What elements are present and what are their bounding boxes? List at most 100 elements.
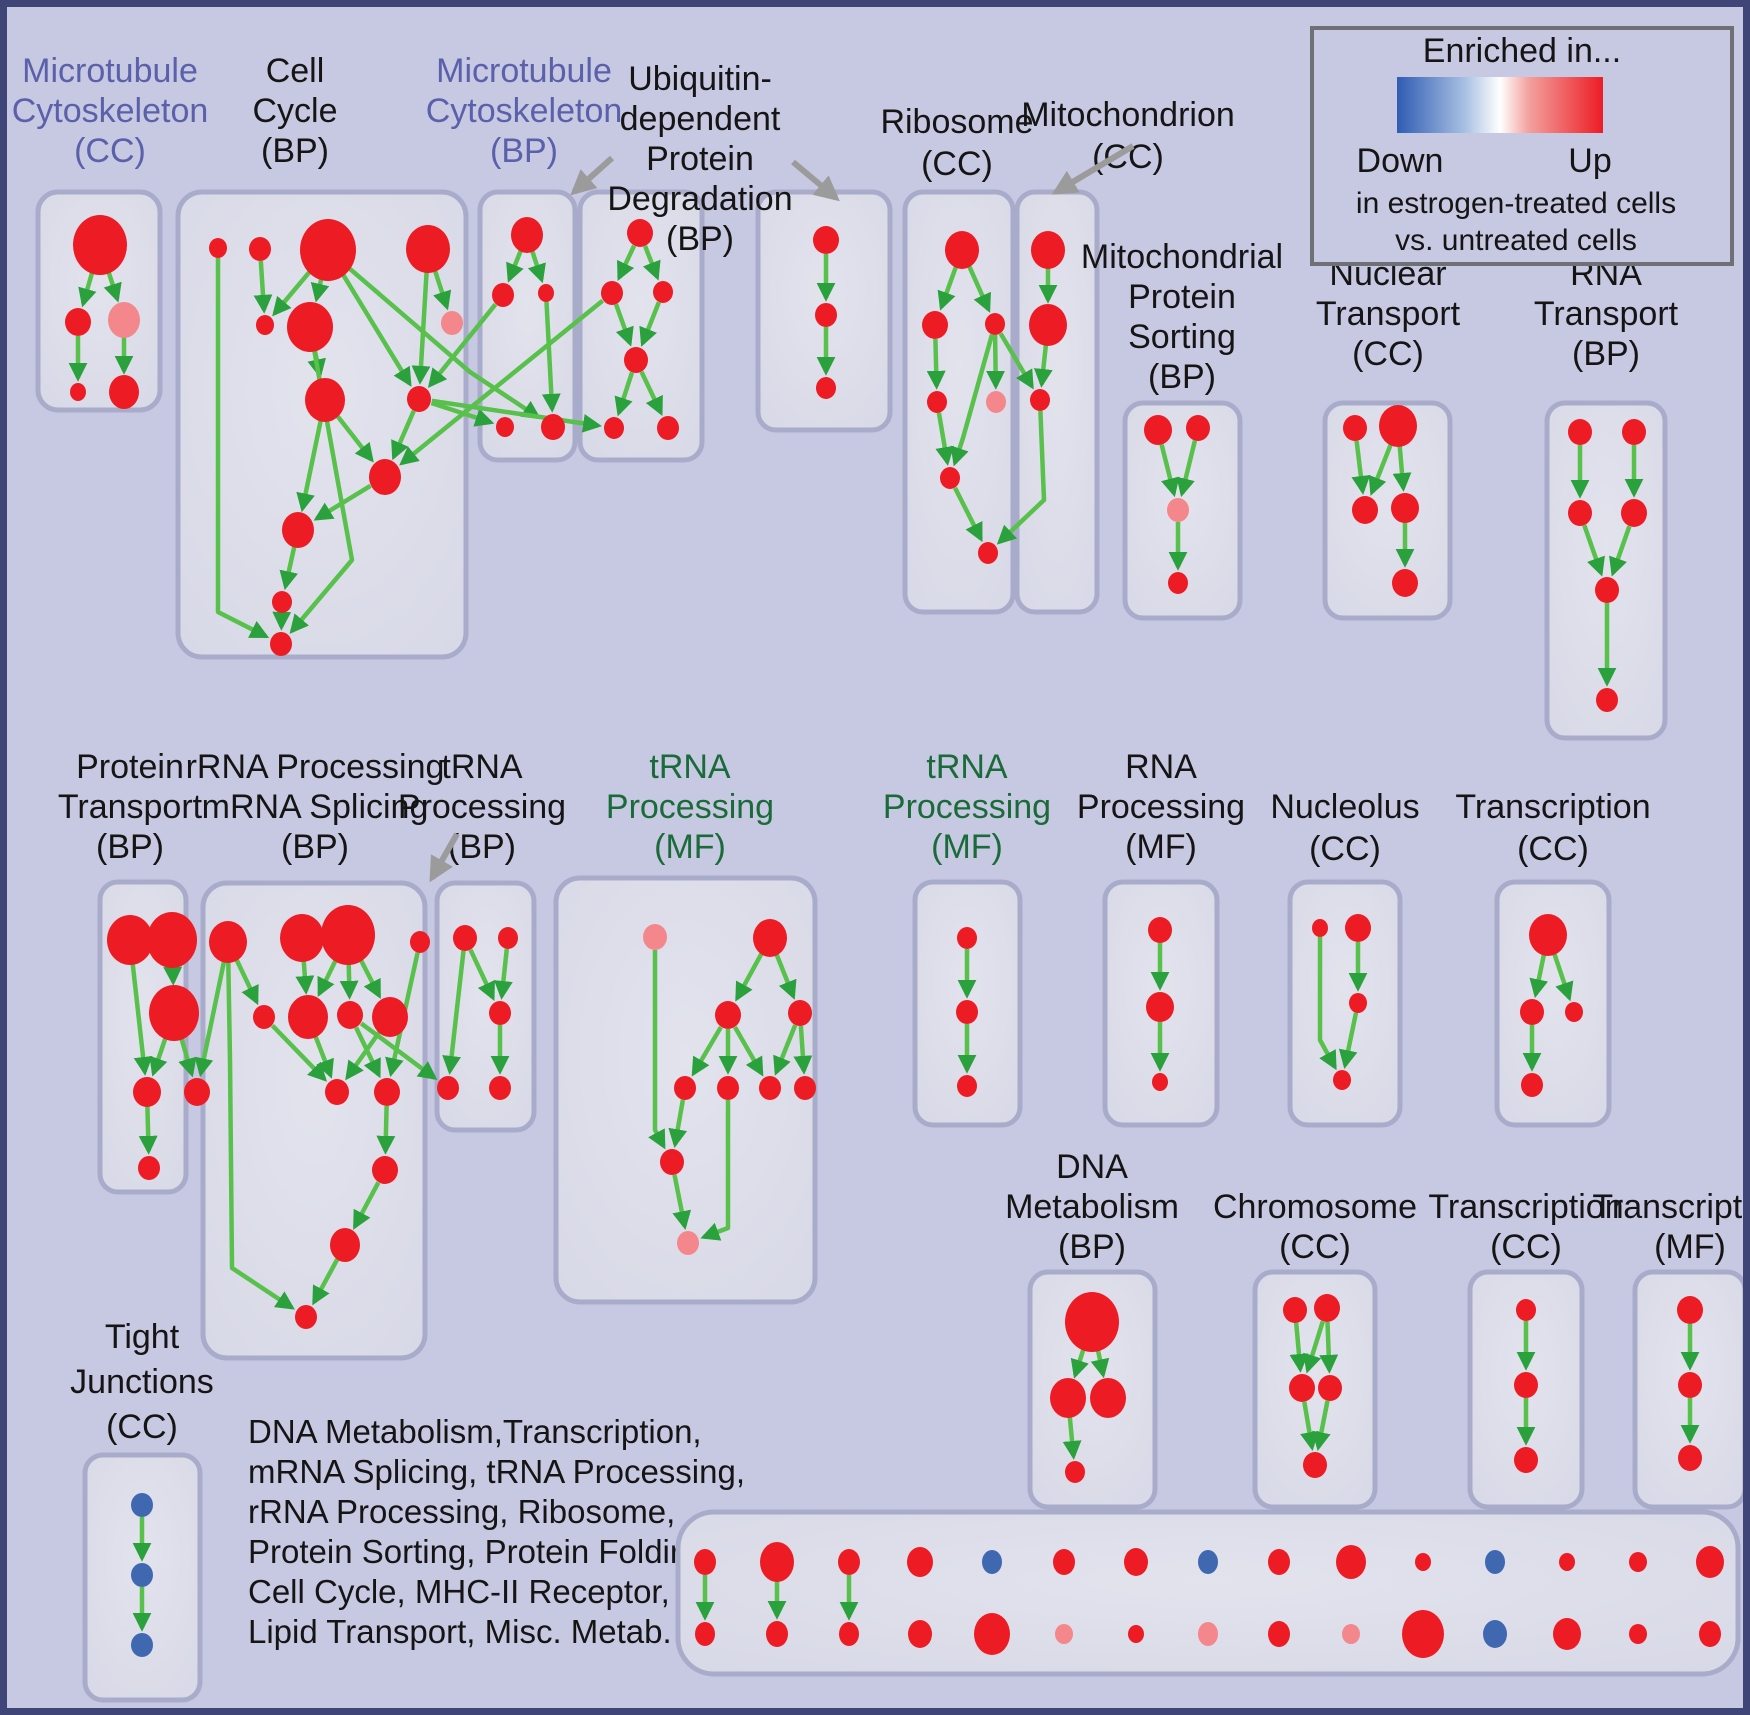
go-term-node-transcription-cc-1-1	[1520, 999, 1544, 1025]
merged-clusters-text-line: Lipid Transport, Misc. Metab.	[248, 1613, 672, 1650]
go-term-node-trna-mf-2-2	[957, 1075, 977, 1097]
cluster-label-line: Sorting	[1128, 318, 1236, 356]
go-term-node-mito-sorting-0	[1144, 415, 1172, 445]
edge-arrow-rrna	[354, 1026, 381, 1079]
go-term-node-ribosome-0	[945, 231, 979, 269]
edge-arrow-nuclear-transport	[1392, 445, 1412, 492]
edge-arrow-rrna	[312, 1258, 340, 1306]
go-term-node-cell-cycle-4	[256, 315, 274, 335]
cluster-box-nuclear-transport	[1322, 400, 1453, 621]
cluster-label-ubiquitin-deg: Ubiquitin-dependentProteinDegradation(BP…	[607, 60, 792, 258]
go-term-node-trna-mf-1-0	[643, 924, 667, 950]
go-term-node-protein-transport-0	[107, 915, 153, 965]
edge-arrow-transcription-cc-1	[1529, 954, 1549, 999]
go-term-node-mito-sorting-3	[1168, 572, 1188, 594]
cluster-label-line: Processing	[398, 788, 566, 826]
go-term-node-transcription-mf-0	[1677, 1296, 1703, 1324]
legend-subtitle-1: in estrogen-treated cells	[1356, 187, 1676, 220]
annotation-arrow	[570, 155, 615, 196]
edge-arrow-rrna	[317, 959, 338, 997]
go-term-node-cell-cycle-9	[369, 459, 401, 495]
go-term-node-rna-transport-1	[1622, 419, 1646, 445]
edge-arrow-cross	[194, 961, 227, 1078]
go-term-node-bottom-bottom-13	[1629, 1624, 1647, 1644]
go-term-node-bottom-bottom-5	[1055, 1624, 1073, 1644]
go-term-node-microtubule-cc-3	[70, 383, 86, 401]
edge-arrow-cell-cycle	[296, 420, 323, 513]
edge-arrow-ribosome	[935, 412, 955, 466]
edge-arrow-cell-cycle	[215, 258, 270, 639]
edge-arrow-protein-transport	[178, 1037, 197, 1078]
cluster-box-microtubule-cc	[35, 189, 163, 413]
go-term-node-microtubule-cc-0	[73, 215, 127, 275]
go-term-node-bottom-bottom-8	[1268, 1621, 1290, 1647]
go-term-node-tight-junctions-0	[131, 1493, 153, 1517]
go-term-node-ribosome-4	[986, 391, 1006, 413]
cluster-label-line: Degradation	[607, 180, 792, 218]
edge-arrow-cell-cycle	[411, 271, 431, 385]
edge-arrow-mitochondrion	[1033, 344, 1053, 388]
go-term-node-bottom-bottom-9	[1342, 1624, 1360, 1644]
edge-arrow-cell-cycle	[272, 270, 312, 317]
legend-up-label: Up	[1568, 142, 1611, 180]
go-term-node-transcription-cc-2-0	[1516, 1299, 1536, 1321]
go-term-node-ribosome-1	[922, 311, 948, 339]
go-term-node-trna-mf-1-4	[674, 1076, 696, 1100]
cluster-label-line: (BP)	[1572, 335, 1640, 373]
go-term-node-bottom-top-7	[1198, 1550, 1218, 1574]
edge-arrow-rrna	[345, 1031, 381, 1081]
edge-arrow-rrna	[234, 959, 259, 1006]
go-term-node-bottom-top-14	[1696, 1546, 1724, 1578]
cluster-label-line: (CC)	[1352, 335, 1424, 373]
edge-arrow-trna-mf-1	[648, 950, 666, 1150]
cluster-label-line: DNA	[1056, 1148, 1128, 1186]
go-term-node-protein-transport-3	[133, 1077, 161, 1107]
go-term-node-cell-cycle-10	[282, 512, 314, 548]
go-term-node-rrna-2	[321, 905, 375, 965]
cluster-label-line: (BP)	[490, 132, 558, 170]
go-term-node-rna-transport-5	[1596, 688, 1618, 712]
cluster-label-line: Processing	[606, 788, 774, 826]
cluster-label-line: Protein	[76, 748, 184, 786]
go-term-node-microtubule-bp-4	[541, 414, 565, 440]
edge-arrow-ubiquitin-deg	[639, 370, 663, 417]
go-term-node-dna-metabolism-3	[1065, 1461, 1085, 1483]
edge-arrow-cell-cycle	[432, 270, 452, 311]
edge-arrow-rrna	[270, 1024, 328, 1082]
go-term-node-mito-sorting-1	[1186, 415, 1210, 441]
cluster-label-line: (BP)	[1058, 1228, 1126, 1266]
cluster-label-line: (MF)	[1125, 828, 1197, 866]
cluster-label-line: dependent	[620, 100, 781, 138]
cluster-label-line: Cycle	[252, 92, 337, 130]
cluster-label-line: Microtubule	[436, 52, 612, 90]
go-term-node-transcription-cc-2-1	[1514, 1372, 1538, 1398]
go-term-node-protein-transport-4	[184, 1078, 210, 1106]
go-term-node-microtubule-bp-1	[492, 283, 514, 307]
go-term-node-trna-bp-1	[498, 927, 518, 949]
bottom-panel-box	[675, 1509, 1741, 1677]
edge-arrow-mito-sorting	[1159, 444, 1180, 498]
edge-arrow-dna-metabolism	[1062, 1416, 1082, 1460]
edge-arrow-rrna	[358, 958, 382, 999]
go-term-node-ribosome-6	[978, 542, 998, 564]
cluster-label-line: (CC)	[1309, 830, 1381, 868]
edge-arrow-trna-mf-1	[668, 1099, 688, 1149]
go-term-node-trna-mf-2-1	[956, 1000, 978, 1024]
cluster-label-line: Transcription	[1455, 788, 1650, 826]
go-term-node-rrna-0	[209, 921, 247, 963]
edge-arrow-cross	[348, 267, 542, 420]
edge-arrow-cross	[431, 398, 602, 433]
go-term-node-ubiquitin-chain-1	[815, 303, 837, 327]
go-term-node-tight-junctions-2	[131, 1633, 153, 1657]
go-term-node-tight-junctions-1	[131, 1563, 153, 1587]
go-term-node-microtubule-cc-2	[108, 302, 140, 338]
go-term-node-trna-mf-1-2	[715, 1001, 741, 1029]
cluster-label-line: Mitochondrion	[1021, 96, 1235, 134]
bottom-panel-edges	[695, 1575, 859, 1621]
cluster-label-line: tRNA	[926, 748, 1008, 786]
